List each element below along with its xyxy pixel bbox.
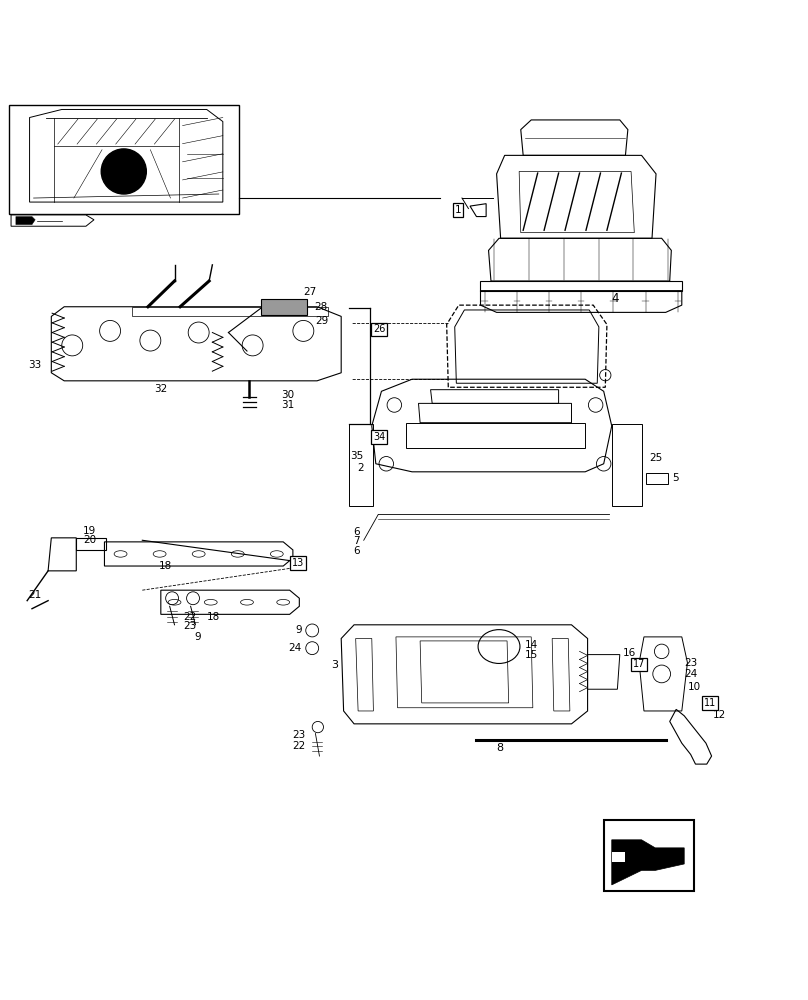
Text: 14: 14 (524, 640, 538, 650)
Text: 4: 4 (611, 292, 618, 305)
Text: 17: 17 (633, 659, 646, 669)
Polygon shape (16, 217, 36, 225)
Text: 18: 18 (159, 561, 172, 571)
Text: 9: 9 (195, 632, 201, 642)
Text: 19: 19 (83, 526, 96, 536)
Bar (261, 299, 307, 315)
Text: 13: 13 (292, 558, 304, 568)
Text: 12: 12 (713, 710, 726, 720)
Text: 22: 22 (183, 612, 196, 622)
Text: 28: 28 (314, 302, 327, 312)
Text: 25: 25 (650, 453, 663, 463)
Text: 15: 15 (524, 650, 538, 660)
Text: 24: 24 (684, 669, 697, 679)
Text: 6: 6 (353, 546, 360, 556)
Text: 23: 23 (292, 730, 305, 740)
Text: 5: 5 (672, 473, 679, 483)
Text: 24: 24 (288, 643, 301, 653)
Text: 7: 7 (353, 536, 360, 546)
Polygon shape (11, 215, 94, 226)
Text: 1: 1 (455, 205, 461, 215)
Text: 31: 31 (282, 400, 295, 410)
Bar (604, 820, 694, 891)
Text: 6: 6 (353, 527, 360, 537)
Text: 23: 23 (183, 621, 196, 631)
Polygon shape (612, 852, 625, 862)
Text: 3: 3 (331, 660, 338, 670)
Text: 16: 16 (623, 648, 636, 658)
Text: 11: 11 (704, 698, 716, 708)
Text: 8: 8 (497, 743, 503, 753)
Text: 30: 30 (282, 390, 295, 400)
Polygon shape (612, 840, 684, 885)
Bar (646, 473, 668, 484)
Text: 26: 26 (372, 324, 385, 334)
Text: 20: 20 (83, 535, 96, 545)
Text: 23: 23 (684, 658, 697, 668)
Circle shape (101, 149, 146, 194)
Text: 29: 29 (315, 316, 329, 326)
Text: 10: 10 (688, 682, 701, 692)
Text: 35: 35 (351, 451, 364, 461)
Text: 18: 18 (207, 612, 221, 622)
Text: 2: 2 (357, 463, 364, 473)
Text: 27: 27 (303, 287, 317, 297)
Text: 21: 21 (28, 590, 42, 600)
Text: 32: 32 (154, 384, 167, 394)
Text: 33: 33 (28, 360, 42, 370)
Text: 22: 22 (292, 741, 305, 751)
Text: 34: 34 (373, 432, 385, 442)
Text: 9: 9 (295, 625, 301, 635)
